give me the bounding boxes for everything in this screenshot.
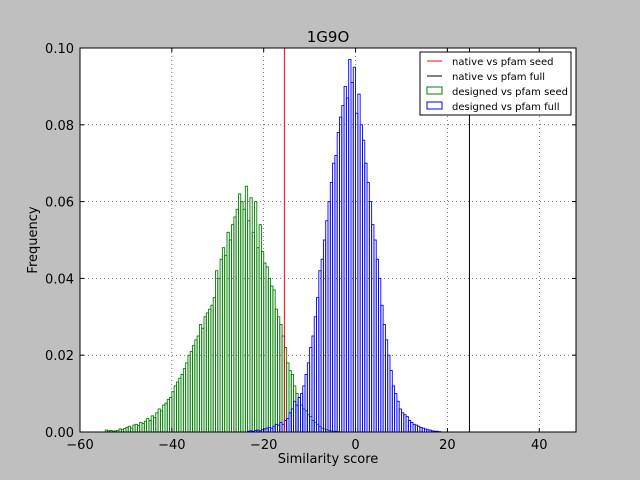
y-axis-label: Frequency <box>26 206 41 273</box>
x-tick-label: −40 <box>158 438 185 453</box>
x-tick-label: 20 <box>439 438 456 453</box>
y-tick-label: 0.02 <box>45 349 74 364</box>
legend-label-native-seed: native vs pfam seed <box>452 57 554 68</box>
plot-frame <box>79 47 577 433</box>
axis-ticks: −60 −40 −20 0 20 40 0.00 0.02 0.04 0.06 0.08 0.10 <box>45 42 576 453</box>
x-tick-label: 0 <box>351 438 359 453</box>
y-tick-label: 0.04 <box>45 272 74 287</box>
y-tick-label: 0.00 <box>45 426 74 441</box>
legend: native vs pfam seed native vs pfam full … <box>419 51 572 116</box>
y-tick-label: 0.10 <box>45 42 74 57</box>
x-tick-label: −20 <box>250 438 277 453</box>
legend-swatch-designed-seed <box>426 86 443 95</box>
x-tick-label: −60 <box>66 438 93 453</box>
legend-label-designed-full: designed vs pfam full <box>452 102 560 113</box>
y-tick-label: 0.08 <box>45 119 74 134</box>
x-tick-label: 40 <box>531 438 548 453</box>
legend-label-designed-seed: designed vs pfam seed <box>452 87 568 98</box>
legend-box <box>419 51 572 116</box>
legend-label-native-full: native vs pfam full <box>452 72 545 83</box>
y-tick-label: 0.06 <box>45 196 74 211</box>
legend-swatch-designed-full <box>426 101 443 110</box>
chart-title: 1G9O <box>307 28 350 46</box>
x-axis-label: Similarity score <box>278 452 379 467</box>
